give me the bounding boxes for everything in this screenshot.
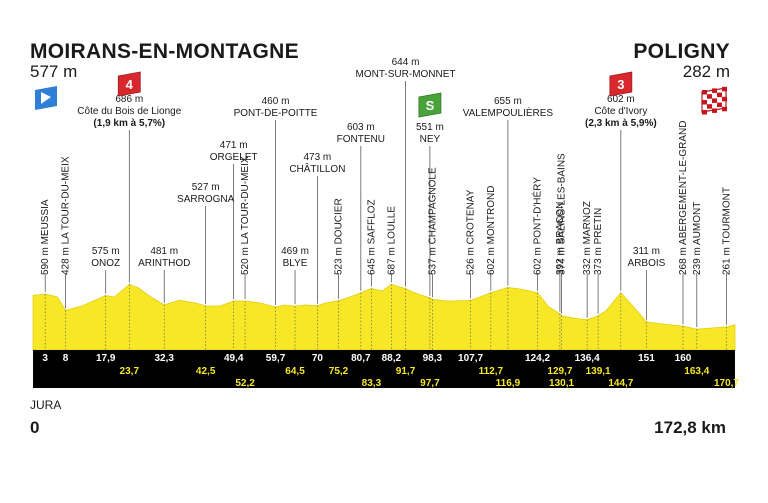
km-marker-label: 130,1 — [549, 378, 574, 389]
km-marker-label: 139,1 — [586, 366, 611, 377]
place-label-line: 460 m — [262, 96, 290, 107]
place-label-line: 686 m — [115, 94, 143, 105]
km-marker-label: 75,2 — [329, 366, 349, 377]
checkered-flag-icon — [701, 86, 727, 115]
place-label-line: 655 m — [494, 96, 522, 107]
sprint-label: S — [426, 98, 435, 113]
profile-area — [32, 283, 736, 351]
place-label-vertical: 590 m MEUSSIA — [40, 199, 51, 275]
climb-category-label: 3 — [617, 77, 624, 92]
category-4-climb-icon — [117, 71, 141, 97]
place-label-line: PONT-DE-POITTE — [234, 108, 318, 119]
place-label-line: BLYE — [283, 258, 308, 269]
place-label-line: 551 m — [416, 122, 444, 133]
place-label-vertical: 373 m PRETIN — [593, 208, 604, 275]
place-label-line: Côte du Bois de Lionge — [77, 106, 181, 117]
km-marker-label: 80,7 — [351, 353, 371, 364]
place-label-vertical: 602 m PONT-D'HÉRY — [531, 177, 544, 275]
place-label-line: (2,3 km à 5,9%) — [585, 118, 657, 129]
km-marker-label: 17,9 — [96, 353, 116, 364]
place-label-line: 575 m — [92, 246, 120, 257]
km-marker-label: 42,5 — [196, 366, 216, 377]
finish-town-title: POLIGNY — [633, 40, 730, 63]
km-marker-label: 107,7 — [458, 353, 483, 364]
place-label-line: 471 m — [220, 140, 248, 151]
km-marker-label: 116,9 — [496, 378, 521, 389]
km-marker-label: 70 — [312, 353, 324, 364]
km-marker-label: 144,7 — [608, 378, 633, 389]
km-marker-label: 129,7 — [547, 366, 572, 377]
km-start-label: 0 — [30, 418, 40, 437]
place-label-line: 644 m — [392, 57, 420, 68]
km-marker-label: 97,7 — [420, 378, 440, 389]
place-label-vertical: 520 m LA TOUR-DU-MEIX — [240, 156, 251, 275]
place-label-vertical: 268 m ABERGEMENT-LE-GRAND — [678, 121, 689, 275]
km-marker-label: 91,7 — [396, 366, 416, 377]
place-label-line: CHÂTILLON — [289, 162, 345, 175]
category-3-climb-icon — [609, 71, 633, 97]
km-marker-label: 83,3 — [362, 378, 382, 389]
km-marker-label: 124,2 — [525, 353, 550, 364]
place-label-vertical: 374 m SALINS-LES-BAINS — [557, 153, 568, 275]
place-label-vertical: 332 m MARNOZ — [582, 201, 593, 275]
place-label-line: 481 m — [150, 246, 178, 257]
km-marker-label: 163,4 — [684, 366, 709, 377]
km-marker-label: 59,7 — [266, 353, 286, 364]
km-band — [33, 350, 735, 388]
place-label-line: 527 m — [192, 182, 220, 193]
place-label-line: VALEMPOULIÈRES — [463, 106, 554, 119]
km-marker-label: 32,3 — [154, 353, 174, 364]
km-marker-label: 88,2 — [382, 353, 402, 364]
place-label-vertical: 645 m SAFFLOZ — [366, 199, 377, 275]
place-label-line: ORGELET — [210, 152, 258, 163]
place-label-line: Côte d'Ivory — [594, 106, 647, 117]
place-label-vertical: 526 m CROTENAY — [466, 189, 477, 275]
km-marker-label: 49,4 — [224, 353, 244, 364]
km-marker-label: 64,5 — [285, 366, 305, 377]
place-label-line: (1,9 km à 5,7%) — [93, 118, 165, 129]
place-label-line: 603 m — [347, 122, 375, 133]
km-marker-label: 160 — [675, 353, 692, 364]
place-label-vertical: 687 m LOULLE — [386, 206, 397, 275]
region-label: JURA — [30, 398, 62, 412]
place-label-line: SARROGNA — [177, 194, 235, 205]
place-label-line: FONTENU — [337, 134, 385, 145]
place-label-vertical: 537 m CHAMPAGNOLE — [427, 167, 438, 275]
place-label-line: 311 m — [633, 246, 660, 257]
km-marker-label: 170,7 — [714, 378, 739, 389]
intermediate-sprint-icon — [418, 92, 442, 118]
place-label-vertical: 239 m AUMONT — [692, 202, 703, 275]
place-label-line: 473 m — [303, 152, 331, 163]
start-town-title: MOIRANS-EN-MONTAGNE — [30, 40, 299, 63]
km-marker-label: 151 — [638, 353, 655, 364]
climb-category-label: 4 — [126, 77, 134, 92]
place-label-line: ARBOIS — [628, 258, 666, 269]
place-label-line: NEY — [420, 134, 441, 145]
km-marker-label: 98,3 — [423, 353, 443, 364]
place-label-line: ARINTHOD — [138, 258, 190, 269]
place-label-vertical: 428 m LA TOUR-DU-MEIX — [61, 156, 72, 275]
finish-altitude: 282 m — [682, 62, 730, 81]
km-marker-label: 8 — [63, 353, 69, 364]
place-label-line: 602 m — [607, 94, 635, 105]
place-label-vertical: 523 m DOUCIER — [334, 198, 345, 275]
place-label-line: 469 m — [281, 246, 309, 257]
place-label-vertical: 602 m MONTROND — [486, 186, 497, 275]
km-marker-label: 112,7 — [479, 366, 504, 377]
start-altitude: 577 m — [30, 62, 78, 81]
start-arrow — [41, 92, 51, 104]
km-marker-label: 3 — [42, 353, 48, 364]
total-distance-label: 172,8 km — [654, 418, 726, 437]
km-marker-label: 136,4 — [575, 353, 600, 364]
place-label-line: MONT-SUR-MONNET — [356, 69, 456, 80]
place-label-vertical: 392 m BRACON — [555, 202, 566, 275]
place-label-vertical: 261 m TOURMONT — [721, 187, 732, 275]
km-marker-label: 23,7 — [120, 366, 140, 377]
place-label-line: ONOZ — [91, 258, 120, 269]
km-marker-label: 52,2 — [235, 378, 255, 389]
